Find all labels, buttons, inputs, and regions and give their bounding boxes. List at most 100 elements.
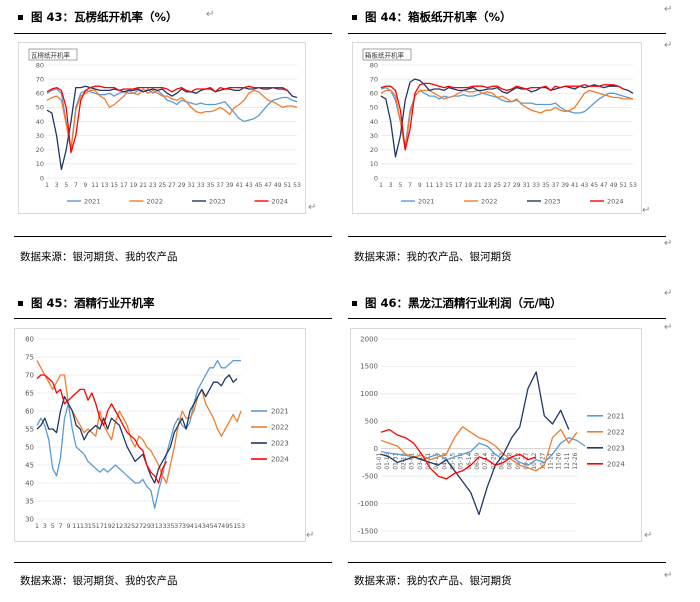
x-tick-label: 1 — [379, 182, 383, 189]
x-tick-label: 33 — [197, 182, 205, 189]
source-rule — [348, 236, 666, 237]
x-tick-label: 39 — [561, 182, 569, 189]
source-rule — [14, 562, 332, 563]
figure-source-44: 数据来源：我的农产品、银河期货 — [354, 251, 512, 263]
legend-label: 2022 — [481, 197, 498, 205]
inner-title-box: 瓦楞纸开机率 — [28, 48, 78, 61]
x-tick-label: 37 — [552, 182, 560, 189]
x-tick-label: 43 — [245, 182, 253, 189]
y-tick-label: -500 — [362, 472, 378, 480]
y-tick-label: 500 — [365, 418, 378, 426]
x-tick-label: 41 — [235, 182, 243, 189]
y-tick-label: 60 — [25, 407, 34, 415]
x-tick-label: 23 — [484, 182, 492, 189]
legend-label: 2023 — [607, 444, 625, 452]
x-tick-label: 29 — [143, 522, 151, 530]
y-tick-label: 45 — [25, 461, 34, 469]
x-tick-label: 7 — [74, 182, 78, 189]
x-tick-label: 03-31 — [426, 452, 432, 469]
x-tick-label: 35 — [166, 522, 174, 530]
x-tick-label: 53 — [293, 182, 301, 189]
series-line-2023 — [36, 374, 238, 484]
x-tick-label: 7 — [58, 522, 62, 530]
y-tick-label: 35 — [25, 497, 34, 505]
return-mark-icon: ↵ — [664, 4, 673, 15]
x-tick-label: 19 — [130, 182, 138, 189]
x-tick-label: 27 — [135, 522, 143, 530]
legend-item: 2022 — [587, 428, 625, 436]
x-tick-label: 51 — [284, 182, 292, 189]
x-tick-label: 9 — [84, 182, 88, 189]
x-tick-label: 47 — [600, 182, 608, 189]
legend-label: 2023 — [271, 440, 289, 448]
legend-label: 2022 — [147, 197, 164, 205]
y-tick-label: 0 — [40, 174, 44, 182]
return-mark-icon: ↵ — [206, 9, 215, 20]
x-tick-label: 02-15 — [402, 452, 408, 469]
y-tick-label: 65 — [25, 389, 34, 397]
series-line-2024 — [380, 428, 537, 480]
legend-label: 2022 — [271, 424, 289, 432]
x-tick-label: 11-11 — [549, 452, 555, 469]
legend-item: 2023 — [587, 444, 625, 452]
y-tick-label: 40 — [25, 479, 34, 487]
legend-label: 2021 — [418, 197, 435, 205]
series-line-2022 — [36, 360, 242, 484]
y-tick-label: 70 — [36, 75, 44, 83]
series-line-2023 — [46, 85, 298, 171]
source-rule — [14, 236, 332, 237]
return-mark-icon: ↵ — [308, 202, 317, 213]
x-tick-label: 3 — [389, 182, 393, 189]
chart-panel-43: 瓦楞纸开机率 0 10 20 30 40 50 60 70 80 1 3 5 7 9 11 13 15 17 19 21… — [18, 42, 306, 214]
x-tick-label: 27 — [503, 182, 511, 189]
y-tick-label: 80 — [36, 61, 44, 69]
x-tick-label: 08-28 — [508, 452, 514, 469]
caption-rule — [14, 33, 332, 34]
x-tick-label: 10-27 — [540, 452, 546, 469]
x-tick-label: 04-15 — [434, 452, 440, 469]
x-tick-label: 06-29 — [475, 452, 481, 469]
y-tick-label: 40 — [36, 118, 44, 126]
series-line-2022 — [46, 88, 298, 151]
figure-caption-43: 图 43：瓦楞纸开机率（%） — [18, 9, 178, 25]
legend-label: 2024 — [607, 197, 624, 205]
inner-title: 箱板纸开机率 — [365, 51, 405, 60]
x-tick-label: 3 — [55, 182, 59, 189]
x-tick-label: 25 — [159, 182, 167, 189]
x-tick-label: 17 — [455, 182, 463, 189]
y-tick-label: 70 — [25, 371, 34, 379]
legend-label: 2021 — [84, 197, 101, 205]
x-tick-label: 11 — [426, 182, 434, 189]
y-tick-label: 10 — [370, 160, 378, 168]
x-tick-label: 7 — [408, 182, 412, 189]
x-tick-label: 25 — [127, 522, 135, 530]
y-tick-label: 20 — [370, 146, 378, 154]
x-tick-label: 37 — [216, 182, 224, 189]
x-tick-label: 27 — [168, 182, 176, 189]
return-mark-icon: ↵ — [664, 570, 673, 581]
chart-panel-46: -1500 -1000 -500 0 500 1000 1500 2000 01-01 01-16… — [350, 328, 642, 542]
x-tick-label: 53 — [629, 182, 637, 189]
series-line-2024 — [46, 85, 288, 154]
y-tick-label: 30 — [370, 132, 378, 140]
chart-panel-44: 箱板纸开机率 0 10 20 30 40 50 60 70 80 1 3 5 7 9 11 13 15 17 19 21… — [352, 42, 642, 214]
x-tick-label: 5 — [64, 182, 68, 189]
y-tick-label: 10 — [36, 160, 44, 168]
legend-item: 2023 — [527, 197, 561, 205]
x-tick-label: 11 — [91, 182, 99, 189]
legend-label: 2024 — [271, 456, 289, 464]
figure-source-46: 数据来源：我的农产品、银河期货 — [354, 575, 512, 587]
y-tick-label: 80 — [25, 335, 34, 343]
x-tick-label: 21 — [474, 182, 482, 189]
x-tick-label: 13 — [101, 182, 109, 189]
x-tick-label: 49 — [221, 522, 229, 530]
legend-item: 2021 — [251, 408, 289, 416]
y-tick-label: 80 — [370, 61, 378, 69]
x-tick-label: 12-26 — [573, 452, 579, 469]
x-tick-label: 45 — [255, 182, 263, 189]
x-tick-label: 15 — [110, 182, 118, 189]
legend-item: 2024 — [251, 456, 289, 464]
series-line-2024 — [36, 374, 168, 484]
